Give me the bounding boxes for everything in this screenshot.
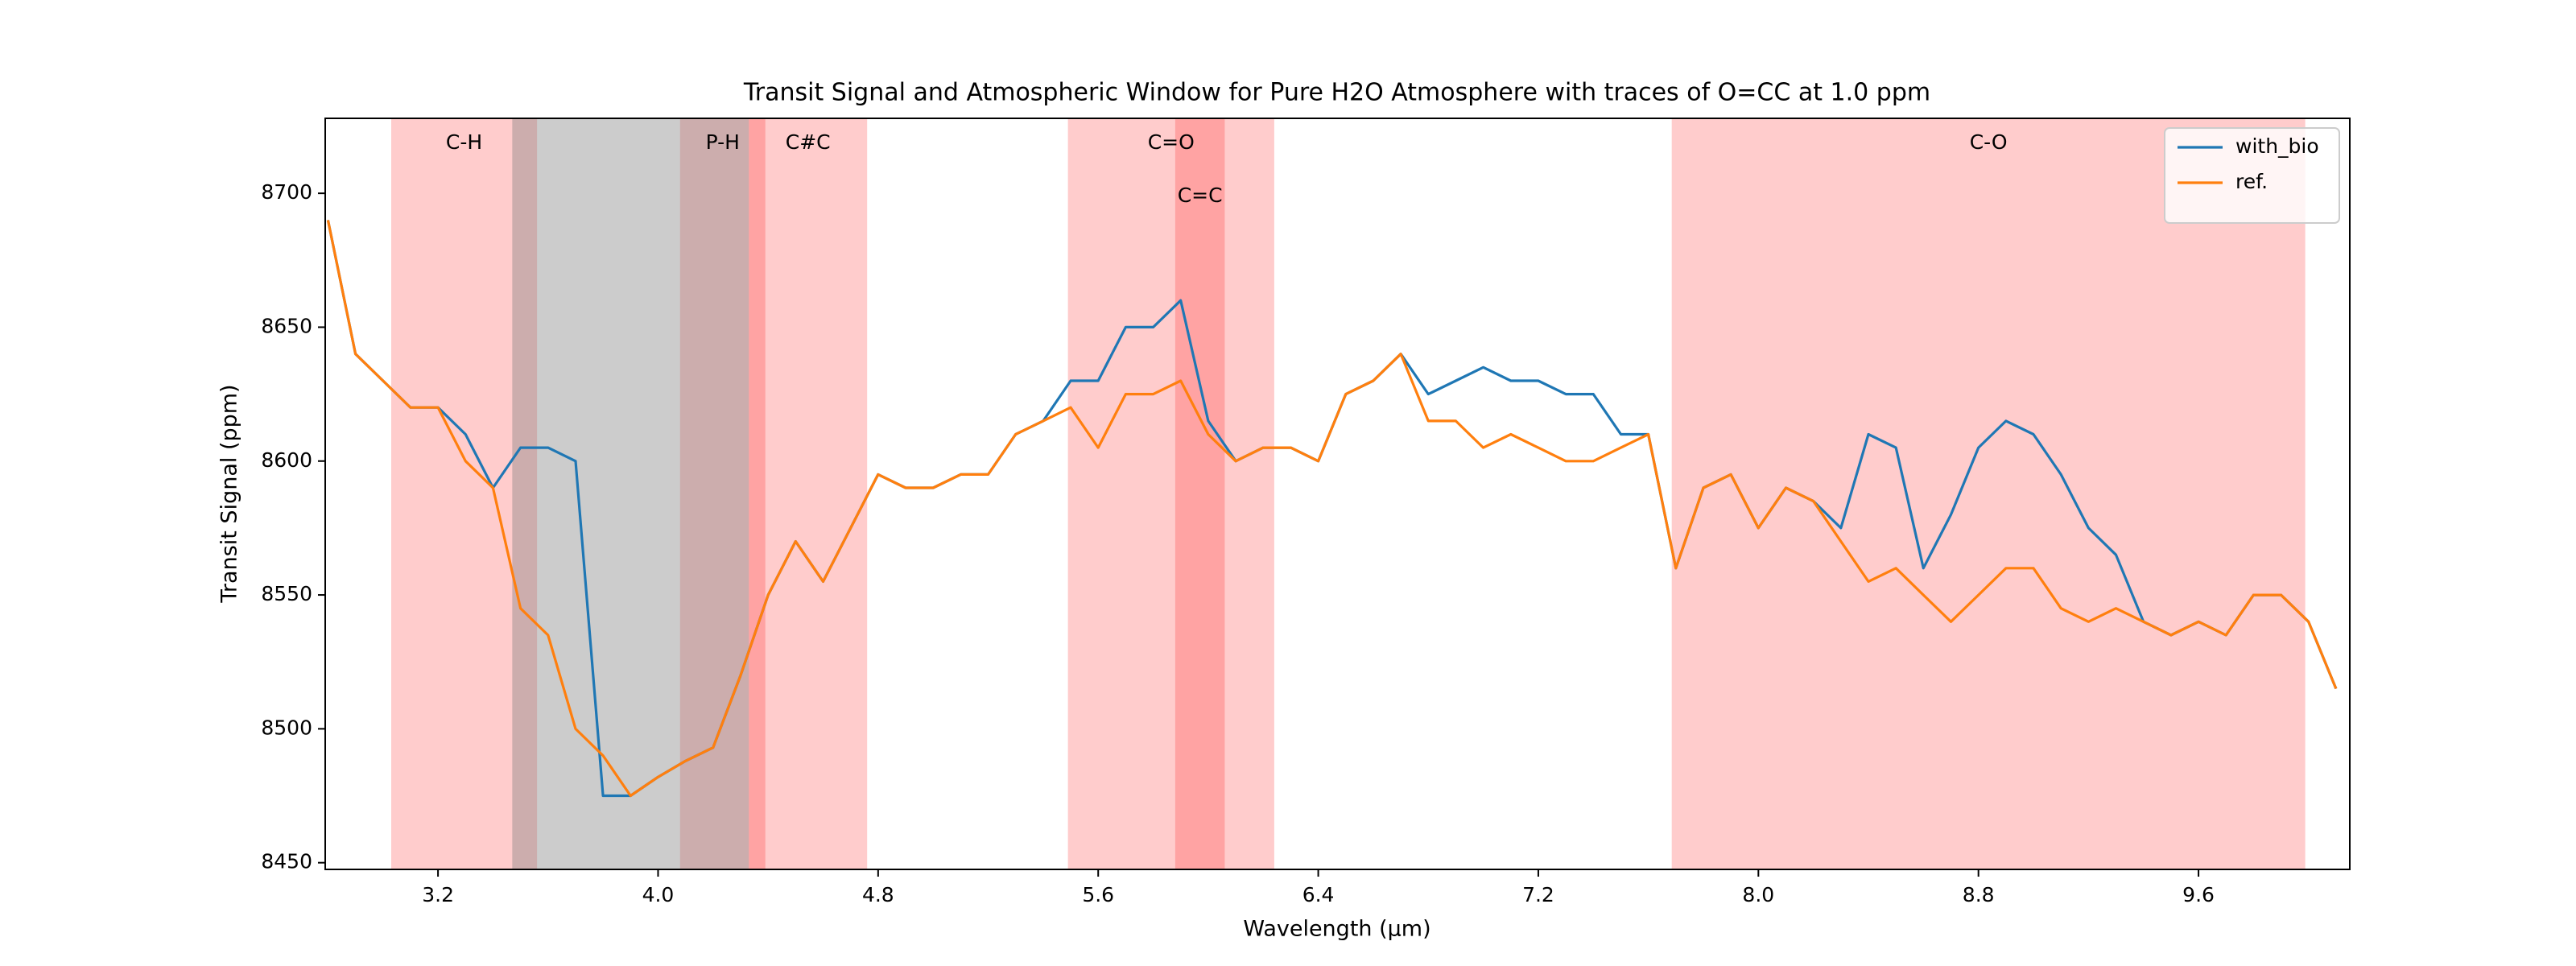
y-tick-label: 8700 — [261, 180, 312, 204]
y-tick-label: 8500 — [261, 716, 312, 739]
legend-label: with_bio — [2235, 134, 2319, 158]
plot-area — [326, 118, 2338, 869]
region-label: C=O — [1148, 130, 1195, 154]
y-tick-label: 8450 — [261, 850, 312, 873]
region-band — [1174, 118, 1225, 869]
x-tick-label: 8.0 — [1742, 883, 1774, 906]
x-tick-label: 4.8 — [862, 883, 894, 906]
region-band — [679, 118, 766, 869]
window-band — [512, 118, 749, 869]
region-band — [1067, 118, 1274, 869]
legend-label: ref. — [2235, 170, 2268, 193]
y-tick-label: 8550 — [261, 582, 312, 605]
x-tick-label: 6.4 — [1302, 883, 1335, 906]
y-axis-label: Transit Signal (ppm) — [217, 384, 242, 603]
legend-box — [2164, 127, 2340, 224]
x-tick-label: 7.2 — [1522, 883, 1554, 906]
region-band — [391, 118, 538, 869]
chart-title: Transit Signal and Atmospheric Window fo… — [743, 79, 1930, 107]
plot-frame — [324, 118, 2351, 870]
region-band — [1671, 118, 2306, 869]
series-line — [326, 220, 2338, 798]
region-label: C-H — [446, 130, 482, 154]
x-tick-label: 4.0 — [642, 883, 675, 906]
region-label: C=C — [1178, 184, 1223, 207]
region-label: C-O — [1970, 130, 2008, 154]
x-tick-label: 3.2 — [422, 883, 454, 906]
x-tick-label: 8.8 — [1963, 883, 1995, 906]
y-tick-label: 8600 — [261, 448, 312, 472]
region-label: C#C — [786, 130, 831, 154]
y-tick-label: 8650 — [261, 314, 312, 337]
x-tick-label: 5.6 — [1082, 883, 1114, 906]
region-label: P-H — [706, 130, 740, 154]
x-axis-label: Wavelength (μm) — [1243, 917, 1430, 942]
x-tick-label: 9.6 — [2182, 883, 2215, 906]
region-band — [749, 118, 868, 869]
